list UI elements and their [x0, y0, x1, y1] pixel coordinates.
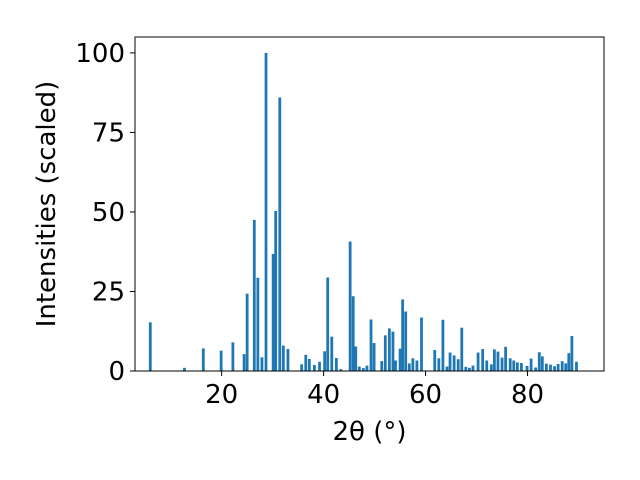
- bar: [564, 363, 568, 371]
- bars-group: [148, 52, 578, 372]
- bar: [485, 360, 489, 371]
- bar: [471, 365, 475, 371]
- bar: [415, 360, 419, 371]
- bar: [560, 361, 564, 371]
- y-axis-label: Intensities (scaled): [32, 81, 62, 328]
- bar: [278, 97, 282, 371]
- bar: [271, 253, 275, 371]
- bar: [468, 367, 471, 371]
- bar: [334, 357, 338, 371]
- bar: [387, 328, 391, 371]
- bar: [274, 211, 278, 371]
- bar: [304, 354, 308, 371]
- bar: [481, 349, 485, 371]
- y-tick-label: 50: [92, 198, 125, 228]
- bar: [242, 354, 246, 371]
- bar: [307, 358, 311, 371]
- bar: [567, 353, 571, 371]
- x-axis-ticks: 20 40 60 80: [205, 371, 544, 410]
- bar: [300, 364, 304, 371]
- bar: [544, 363, 548, 371]
- bar: [383, 335, 387, 371]
- x-tick-label: 60: [409, 380, 442, 410]
- bar: [330, 336, 334, 371]
- bar: [357, 366, 361, 371]
- bar: [407, 363, 411, 371]
- bar: [339, 369, 343, 371]
- bar: [496, 351, 500, 371]
- bar: [351, 296, 355, 371]
- bar: [245, 293, 249, 371]
- bar: [264, 52, 268, 372]
- bar: [380, 361, 384, 371]
- plot-frame: [134, 36, 605, 372]
- bar: [318, 361, 321, 371]
- bar: [492, 349, 496, 371]
- bar: [489, 364, 493, 371]
- bar: [441, 319, 445, 371]
- bar: [391, 331, 395, 371]
- bar: [529, 358, 533, 371]
- y-tick-label: 25: [92, 277, 125, 307]
- bar: [326, 277, 330, 371]
- y-axis-ticks: 0 25 50 75 100: [75, 39, 135, 387]
- x-axis-label: 2θ (°): [332, 417, 406, 447]
- bar: [394, 360, 397, 371]
- bar: [411, 358, 415, 371]
- bar: [286, 349, 290, 371]
- bar: [433, 350, 437, 371]
- bar: [313, 364, 316, 371]
- bar: [260, 357, 264, 371]
- bar: [570, 336, 574, 371]
- bar: [537, 352, 541, 371]
- bar: [420, 317, 423, 371]
- bar: [323, 351, 327, 371]
- bar: [515, 362, 519, 371]
- bar: [525, 365, 529, 371]
- bar: [148, 322, 152, 371]
- bar: [219, 350, 223, 371]
- bar: [448, 352, 452, 371]
- bar: [512, 360, 516, 371]
- x-tick-label: 80: [511, 380, 544, 410]
- bar: [201, 348, 205, 371]
- bar: [500, 357, 504, 371]
- bar: [456, 359, 460, 371]
- y-tick-label: 0: [108, 357, 125, 387]
- bar: [553, 366, 556, 371]
- bar: [549, 364, 552, 371]
- bar: [398, 348, 402, 371]
- x-tick-label: 40: [307, 380, 340, 410]
- bar: [508, 358, 512, 371]
- bar: [404, 311, 408, 371]
- bar: [504, 346, 508, 371]
- bar: [540, 356, 544, 371]
- bar: [231, 342, 235, 371]
- x-tick-label: 20: [205, 380, 238, 410]
- bar: [365, 365, 369, 371]
- bar: [348, 241, 352, 371]
- bar: [372, 343, 376, 371]
- bar: [476, 352, 480, 371]
- bar: [281, 345, 285, 371]
- bar: [256, 277, 260, 371]
- bar: [520, 363, 523, 371]
- bar: [354, 346, 358, 371]
- bar: [183, 367, 186, 371]
- bar: [460, 327, 464, 371]
- bar: [437, 358, 441, 371]
- bar: [361, 368, 365, 371]
- bar: [464, 366, 468, 371]
- bar: [445, 366, 449, 371]
- y-tick-label: 100: [75, 39, 125, 69]
- y-tick-label: 75: [92, 118, 125, 148]
- bar: [575, 361, 578, 371]
- bar: [252, 219, 256, 371]
- bar: [556, 364, 560, 371]
- bar: [534, 367, 538, 371]
- bar: [369, 319, 373, 371]
- bar: [452, 355, 456, 371]
- bar: [401, 299, 405, 371]
